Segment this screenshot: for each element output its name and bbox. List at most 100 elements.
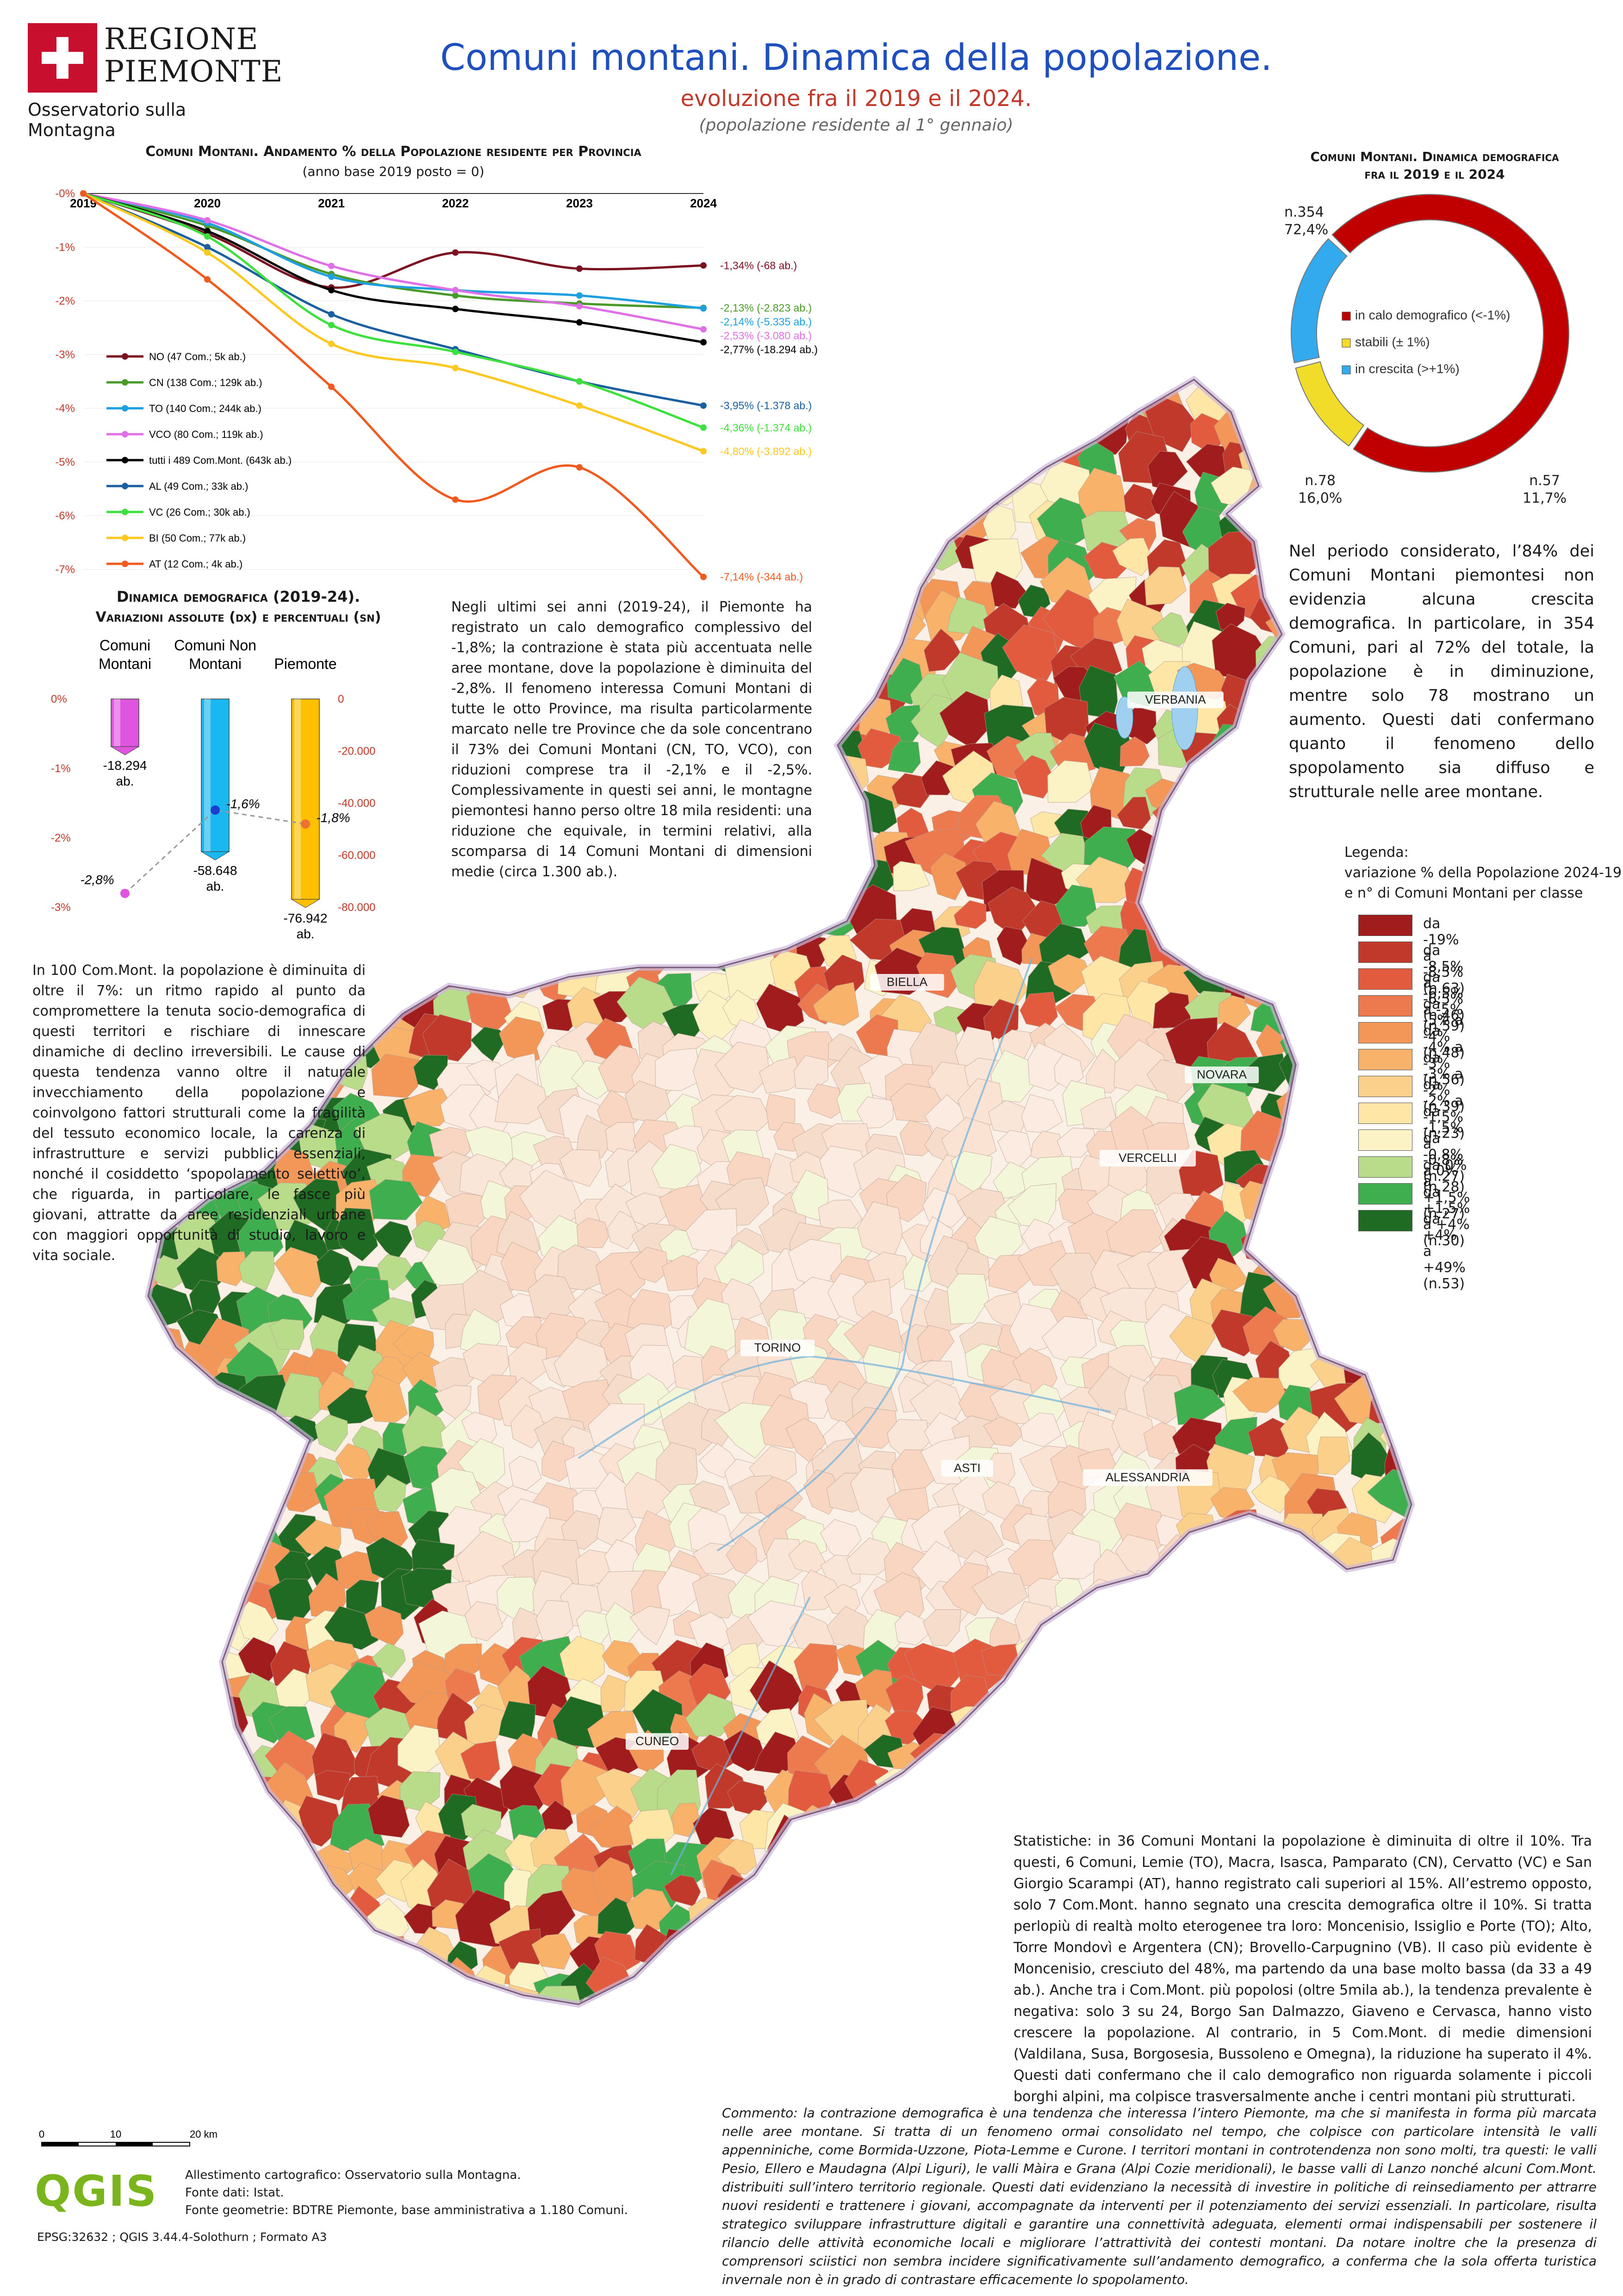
municipality [1373, 1349, 1412, 1398]
legend-swatch [1358, 1183, 1412, 1204]
line-x-tick: 2023 [566, 196, 593, 210]
municipality [1171, 1646, 1225, 1694]
municipality [831, 633, 862, 667]
city-label-bg [870, 974, 944, 991]
city-label-verbania: VERBANIA [1145, 693, 1206, 706]
municipality [1180, 1706, 1235, 1765]
municipality [1305, 1635, 1345, 1683]
municipality [1063, 403, 1102, 436]
municipality [207, 1804, 266, 1851]
municipality [959, 1902, 1000, 1944]
municipality [868, 1931, 904, 1968]
line-legend-dot [122, 483, 128, 489]
legend-label: da -8,5% a -6,5% (n.46) [1423, 942, 1465, 1023]
municipality [1404, 1373, 1412, 1426]
municipality [1351, 1608, 1391, 1644]
municipality [116, 1351, 143, 1387]
municipality [830, 608, 880, 655]
municipality [674, 921, 706, 959]
municipality [460, 1741, 500, 1781]
municipality [1206, 930, 1253, 980]
municipality [812, 1966, 861, 2004]
municipality [893, 1801, 927, 1836]
municipality [1213, 891, 1262, 935]
logo-subtitle: Osservatorio sulla Montagna [28, 100, 187, 140]
municipality [1287, 1644, 1336, 1689]
municipality [1381, 803, 1412, 847]
line-point [700, 424, 707, 431]
municipality [1243, 865, 1287, 905]
line-end-label: -2,77% (-18.294 ab.) [720, 343, 818, 356]
line-y-tick: -0% [55, 187, 75, 200]
line-point [204, 228, 211, 235]
municipality [1117, 1613, 1166, 1656]
municipality [559, 1149, 602, 1187]
municipality [1317, 1436, 1351, 1475]
municipality [1419, 1471, 1461, 1515]
line-legend-dot [122, 535, 128, 541]
municipality [1013, 755, 1056, 799]
municipality [1158, 1745, 1195, 1783]
municipality [242, 2009, 274, 2042]
municipality [148, 1445, 182, 1491]
logo: REGIONE PIEMONTE Osservatorio sulla Mont… [28, 23, 282, 140]
municipality [952, 1944, 987, 1980]
city-label-asti: ASTI [954, 1461, 981, 1475]
river [716, 958, 1033, 1552]
scale-tick-20: 20 km [190, 2129, 218, 2140]
municipality [365, 1373, 408, 1423]
municipality [983, 1416, 1024, 1447]
municipality [370, 2007, 408, 2043]
credit-data-source: Fonte dati: Istat. [185, 2186, 284, 2200]
river [578, 1355, 1111, 1459]
legend-label: da -2% a -1,5% (n.23) [1423, 1077, 1465, 1142]
municipality [1374, 1316, 1412, 1366]
municipality [1224, 1587, 1264, 1622]
municipality [430, 899, 477, 940]
line-legend-dot [122, 561, 128, 567]
municipality [1272, 1220, 1314, 1268]
municipality [1207, 820, 1260, 877]
municipality [850, 1811, 897, 1855]
municipality [1144, 566, 1187, 605]
paragraph-donut-summary: Nel periodo considerato, l’84% dei Comun… [1289, 542, 1594, 801]
legend-swatch [1358, 1103, 1412, 1124]
bar-highlight [294, 699, 301, 899]
municipality [634, 897, 678, 936]
municipality [1380, 497, 1412, 544]
page-subtitle: evoluzione fra il 2019 e il 2024. [680, 86, 1032, 112]
line-point [80, 190, 87, 197]
municipality [238, 1251, 275, 1291]
municipality [1310, 1614, 1367, 1662]
line-point [700, 402, 707, 409]
municipality [179, 1924, 232, 1985]
municipality [510, 1404, 547, 1449]
bar-category-label: Piemonte [274, 655, 336, 672]
legend-label: da +4% a +49% (n.53) [1423, 1211, 1466, 1292]
donut-legend-swatch [1342, 338, 1351, 348]
municipality [1018, 1728, 1063, 1777]
city-label-cuneo: CUNEO [635, 1734, 679, 1748]
line-end-label: -2,53% (-3.080 ab.) [720, 330, 812, 342]
municipality [1118, 380, 1165, 392]
municipality [269, 1318, 305, 1350]
municipality [148, 1710, 182, 1755]
municipality [758, 1863, 804, 1904]
municipality [1253, 902, 1296, 940]
line-point [452, 292, 459, 299]
paragraph-comment: Commento: la contrazione demografica è u… [722, 2105, 1597, 2287]
municipality [236, 1905, 275, 1948]
legend-heading-line1: Legenda: [1344, 844, 1409, 861]
legend-swatch [1358, 1022, 1412, 1043]
municipality [1152, 1713, 1193, 1758]
municipality [148, 1794, 177, 1836]
municipality [1270, 930, 1328, 986]
municipality [1218, 1610, 1250, 1642]
municipality [1288, 1122, 1325, 1165]
bar-right-tick: -20.000 [338, 745, 375, 758]
legend-label: da 0% a +1,5% (n.27) [1423, 1157, 1470, 1222]
municipality [184, 1642, 221, 1687]
line-end-label: -7,14% (-344 ab.) [720, 571, 803, 583]
municipality [1225, 1736, 1262, 1773]
municipality [916, 472, 958, 512]
